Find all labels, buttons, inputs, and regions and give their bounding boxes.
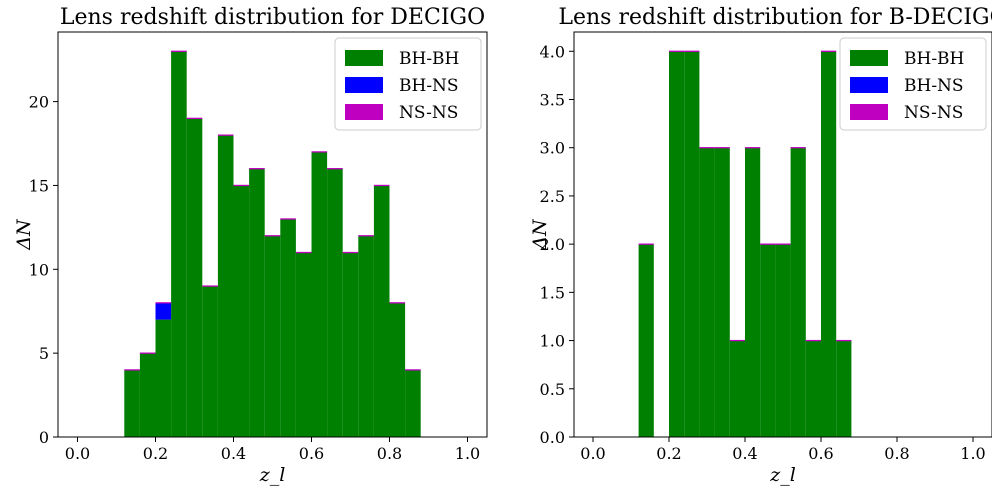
bar-bh-bh-2 [669,51,685,438]
bar-bh-bh-3 [171,51,187,438]
bar-bh-bh-7 [233,185,250,437]
bar-bh-bh-11 [295,252,312,437]
bar-bh-bh-18 [405,369,421,437]
legend-label-bh-ns: BH-NS [399,76,459,96]
bar-bh-bh-6 [729,340,745,437]
legend-label-ns-ns: NS-NS [904,103,963,123]
bar-bh-bh-16 [373,185,390,437]
y-tick-label: 0 [39,428,49,447]
legend-label-ns-ns: NS-NS [399,103,458,123]
axes-frame [573,31,992,438]
x-tick-label: 0.8 [377,444,402,463]
bar-bh-bh-3 [684,51,700,438]
bar-bh-bh-4 [186,118,203,438]
x-tick-label: 1.0 [960,444,985,463]
legend-label-bh-bh: BH-BH [399,49,459,69]
bar-bh-bh-9 [775,244,791,437]
legend-label-bh-bh: BH-BH [904,49,964,69]
bar-bh-bh-0 [638,244,654,437]
x-tick-label: 0.0 [65,444,90,463]
x-tick-label: 0.2 [656,444,681,463]
chart-panel-1: Lens redshift distribution for DECIGO 0.0… [13,5,488,486]
bar-bh-bh-13 [327,168,343,438]
legend-swatch-bh-bh [345,50,383,66]
y-tick-label: 5 [39,344,49,363]
bar-bh-bh-8 [249,168,265,438]
y-tick-label: 0.0 [540,428,565,447]
legend-swatch-ns-ns [345,104,383,120]
bar-bh-bh-15 [358,235,374,437]
y-tick-label: 2.0 [540,235,565,254]
x-tick-label: 1.0 [455,444,480,463]
y-tick-label: 4.0 [540,42,565,61]
legend-swatch-ns-ns [850,104,888,120]
chart-title: Lens redshift distribution for B-DECIGO [558,5,992,30]
bar-bh-bh-5 [202,286,218,437]
x-axis-label: z_l [259,464,286,486]
bar-bh-bh-11 [805,340,821,437]
y-tick-label: 2.5 [540,187,565,206]
bar-bh-bh-10 [280,218,296,437]
bar-bh-bh-10 [790,147,806,437]
x-tick-label: 0.6 [299,444,324,463]
bar-bh-bh-5 [714,147,730,437]
bar-bh-bh-4 [699,147,715,437]
y-tick-label: 20 [29,93,49,112]
axes-frame [57,31,488,438]
bar-bh-bh-17 [389,302,406,437]
bar-bh-bh-8 [760,244,776,437]
x-tick-label: 0.2 [143,444,168,463]
bar-bh-bh-12 [311,151,328,437]
y-axis-label: ΔN [529,218,551,251]
bar-bh-ns-2 [155,302,172,320]
bar-bh-bh-0 [124,369,140,437]
y-tick-label: 3.5 [540,91,565,110]
y-axis-label: ΔN [13,218,35,251]
legend-swatch-bh-bh [850,50,888,66]
y-tick-label: 1.5 [540,283,565,302]
y-tick-label: 10 [29,260,49,279]
x-tick-label: 0.0 [580,444,605,463]
bar-bh-bh-6 [217,135,234,437]
bar-bh-bh-14 [342,252,359,437]
y-tick-label: 3.0 [540,139,565,158]
x-tick-label: 0.4 [221,444,246,463]
bar-bh-bh-1 [139,353,156,437]
y-tick-label: 0.5 [540,380,565,399]
chart-title: Lens redshift distribution for DECIGO [60,5,485,30]
x-axis-label: z_l [769,464,796,486]
bar-bh-bh-2 [155,319,172,437]
bar-bh-bh-13 [836,340,852,437]
bar-bh-bh-9 [264,235,281,437]
x-tick-label: 0.4 [732,444,757,463]
y-tick-label: 1.0 [540,332,565,351]
legend-swatch-bh-ns [850,77,888,93]
bar-bh-bh-7 [745,147,761,437]
legend-swatch-bh-ns [345,77,383,93]
y-tick-label: 15 [29,176,49,195]
bar-bh-bh-12 [821,51,837,438]
chart-panel-2: Lens redshift distribution for B-DECIGO 0… [529,5,992,486]
x-tick-label: 0.6 [808,444,833,463]
x-tick-label: 0.8 [884,444,909,463]
legend-label-bh-ns: BH-NS [904,76,964,96]
